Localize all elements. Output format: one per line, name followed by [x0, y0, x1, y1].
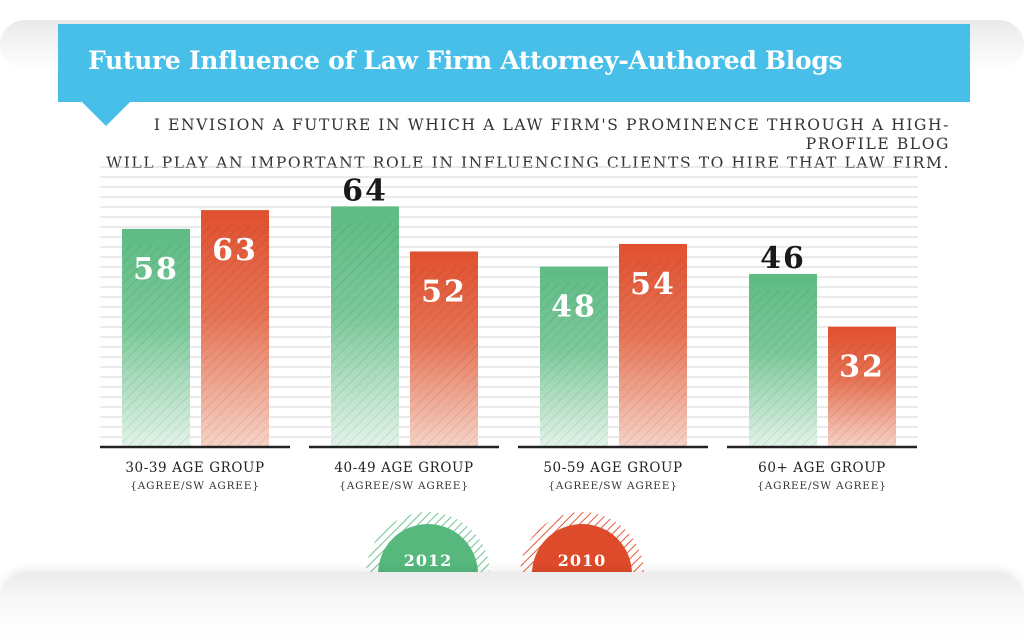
bar-hatch [540, 282, 608, 447]
bar-hatch [122, 244, 190, 447]
title-banner-pointer [82, 102, 130, 126]
bar-2010-1: 63 [201, 210, 269, 447]
bar-value-label: 58 [133, 252, 179, 287]
category-sublabel: {AGREE/SW AGREE} [130, 480, 259, 492]
legend-label: 2010 [558, 551, 607, 570]
category-sublabel: {AGREE/SW AGREE} [757, 480, 886, 492]
bar-value-label: 54 [630, 267, 676, 302]
category-sublabel: {AGREE/SW AGREE} [548, 480, 677, 492]
bar-2012-3: 48 [540, 266, 608, 447]
category-label: 30-39 AGE GROUP [125, 460, 264, 476]
bar-value-label: 46 [760, 241, 806, 276]
category-sublabel: {AGREE/SW AGREE} [339, 480, 468, 492]
bar-hatch [201, 226, 269, 447]
category-label: 60+ AGE GROUP [758, 460, 886, 476]
bars: 58 63 64 52 48 54 46 32 [122, 173, 896, 447]
subtitle-line-1: I envision a future in which a law firm'… [153, 116, 950, 153]
bar-2010-3: 54 [619, 243, 687, 447]
bar-2012-2: 64 [331, 173, 399, 447]
bar-2010-4: 32 [828, 326, 896, 447]
bar-value-label: 64 [342, 173, 388, 208]
bar-hatch [619, 259, 687, 447]
chart-title: Future Influence of Law Firm Attorney-Au… [88, 46, 843, 75]
bar-2010-2: 52 [410, 251, 478, 447]
bar-value-label: 63 [212, 233, 258, 268]
bar-hatch [410, 267, 478, 447]
legend-label: 2012 [404, 551, 453, 570]
x-axis: 30-39 AGE GROUP {AGREE/SW AGREE} 40-49 AGE… [100, 445, 917, 492]
category-label: 40-49 AGE GROUP [334, 460, 473, 476]
bar-hatch [749, 290, 817, 447]
title-banner [58, 24, 970, 102]
bar-value-label: 32 [839, 350, 885, 385]
bar-value-label: 52 [421, 274, 467, 309]
bar-value-label: 48 [551, 290, 597, 325]
bar-hatch [331, 222, 399, 447]
bottom-page-shadow [0, 572, 1024, 639]
bar-2012-4: 46 [749, 241, 817, 447]
bar-2012-1: 58 [122, 228, 190, 447]
bar-hatch [828, 342, 896, 447]
category-label: 50-59 AGE GROUP [543, 460, 682, 476]
